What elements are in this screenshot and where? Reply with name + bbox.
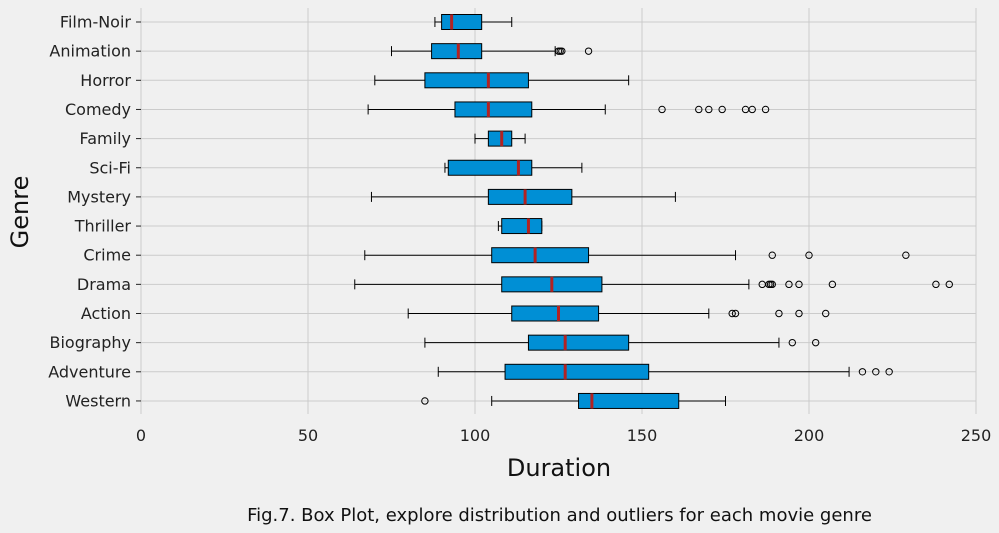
iqr-box (501, 218, 543, 235)
outlier-point (932, 280, 940, 289)
tick-layer: 0 50 100 150 200 250 Film-Noir Animation Horror C… (48, 13, 991, 446)
iqr-box (454, 101, 533, 118)
x-axis-title: Duration (507, 454, 611, 482)
box-comedy (367, 101, 770, 118)
iqr-box (578, 392, 680, 409)
box-film-noir (434, 14, 513, 30)
iqr-box (424, 72, 529, 89)
outlier-point (731, 309, 740, 318)
outlier-point (768, 251, 776, 259)
box-crime (364, 247, 910, 264)
outlier-point (858, 368, 867, 376)
iqr-box (511, 305, 600, 322)
y-tick-label: Horror (80, 71, 131, 90)
outlier-point (822, 309, 830, 318)
outlier-point (828, 280, 837, 289)
y-tick-label: Biography (49, 333, 131, 352)
iqr-box (431, 43, 483, 60)
iqr-box (491, 247, 590, 264)
outlier-point (775, 309, 783, 318)
x-tick-label: 250 (961, 426, 992, 445)
box-biography (424, 334, 820, 351)
outlier-point (421, 397, 429, 405)
x-tick-label: 0 (136, 426, 146, 445)
outlier-point (768, 280, 776, 289)
box-thriller (497, 218, 543, 235)
outlier-point (945, 280, 953, 289)
iqr-box (487, 130, 513, 147)
iqr-box (447, 159, 533, 176)
iqr-box (504, 363, 650, 380)
box-animation (391, 43, 593, 60)
y-tick-label: Crime (83, 246, 131, 265)
outlier-point (761, 105, 770, 114)
outlier-point (785, 280, 793, 289)
outlier-point (872, 368, 880, 376)
y-tick-label: Action (81, 304, 131, 323)
outlier-point (658, 105, 666, 114)
figure-caption: Fig.7. Box Plot, explore distribution an… (247, 505, 872, 526)
iqr-box (527, 334, 630, 351)
grid-layer (140, 8, 977, 414)
box-family (474, 130, 526, 147)
outlier-point (728, 309, 736, 318)
outlier-point (805, 251, 813, 259)
x-tick-label: 200 (794, 426, 825, 445)
outlier-point (811, 338, 820, 347)
box-western (421, 392, 726, 409)
y-tick-label: Film-Noir (60, 13, 131, 32)
box-sci-fi (444, 159, 583, 176)
y-tick-label: Family (80, 129, 131, 148)
outlier-point (788, 338, 796, 347)
outlier-point (705, 105, 713, 114)
outlier-point (695, 105, 703, 114)
x-tick-label: 150 (627, 426, 658, 445)
x-tick-label: 50 (298, 426, 318, 445)
outlier-point (885, 368, 893, 376)
outlier-point (748, 105, 756, 114)
y-tick-label: Thriller (74, 217, 132, 236)
y-axis-title: Genre (6, 176, 34, 249)
outlier-point (795, 280, 803, 289)
outlier-point (902, 251, 910, 259)
y-tick-label: Comedy (65, 100, 131, 119)
y-tick-label: Drama (77, 275, 131, 294)
outlier-point (584, 47, 593, 55)
box-layer (354, 14, 953, 409)
outlier-point (795, 309, 803, 318)
y-tick-label: Western (65, 391, 131, 410)
y-tick-label: Mystery (67, 187, 131, 206)
outlier-point (718, 105, 726, 114)
box-horror (374, 72, 630, 89)
x-tick-label: 100 (460, 426, 491, 445)
iqr-box (441, 14, 483, 30)
y-tick-label: Sci-Fi (89, 158, 131, 177)
y-tick-label: Animation (49, 42, 131, 61)
box-action (407, 305, 830, 322)
box-drama (354, 276, 953, 293)
y-tick-label: Adventure (48, 362, 131, 381)
outlier-point (558, 47, 566, 55)
iqr-box (487, 188, 573, 205)
box-mystery (370, 188, 676, 205)
box-adventure (437, 363, 893, 380)
